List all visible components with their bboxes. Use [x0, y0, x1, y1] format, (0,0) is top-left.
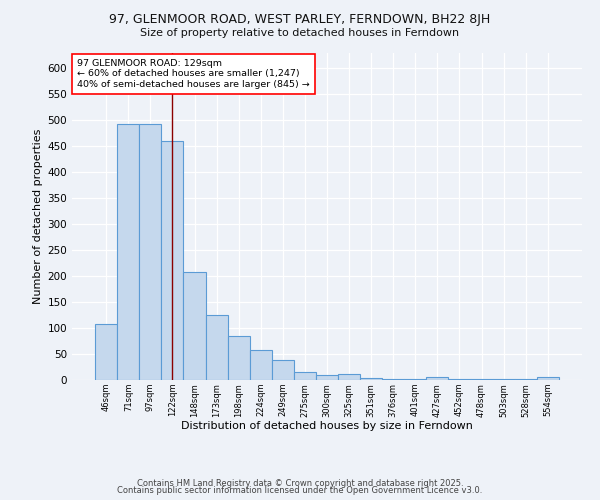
Bar: [206, 315, 227, 380]
Bar: [184, 272, 206, 380]
Bar: [139, 124, 161, 380]
Bar: [272, 360, 294, 380]
Bar: [117, 124, 139, 380]
Bar: [338, 374, 360, 380]
Y-axis label: Number of detached properties: Number of detached properties: [33, 128, 43, 304]
Bar: [537, 377, 559, 380]
Bar: [294, 372, 316, 380]
X-axis label: Distribution of detached houses by size in Ferndown: Distribution of detached houses by size …: [181, 421, 473, 431]
Bar: [360, 378, 382, 380]
Bar: [427, 377, 448, 380]
Text: Contains public sector information licensed under the Open Government Licence v3: Contains public sector information licen…: [118, 486, 482, 495]
Text: 97 GLENMOOR ROAD: 129sqm
← 60% of detached houses are smaller (1,247)
40% of sem: 97 GLENMOOR ROAD: 129sqm ← 60% of detach…: [77, 59, 310, 89]
Text: Contains HM Land Registry data © Crown copyright and database right 2025.: Contains HM Land Registry data © Crown c…: [137, 478, 463, 488]
Text: 97, GLENMOOR ROAD, WEST PARLEY, FERNDOWN, BH22 8JH: 97, GLENMOOR ROAD, WEST PARLEY, FERNDOWN…: [109, 12, 491, 26]
Text: Size of property relative to detached houses in Ferndown: Size of property relative to detached ho…: [140, 28, 460, 38]
Bar: [161, 141, 184, 380]
Bar: [250, 350, 272, 380]
Bar: [95, 324, 117, 380]
Bar: [316, 376, 338, 380]
Bar: [227, 336, 250, 380]
